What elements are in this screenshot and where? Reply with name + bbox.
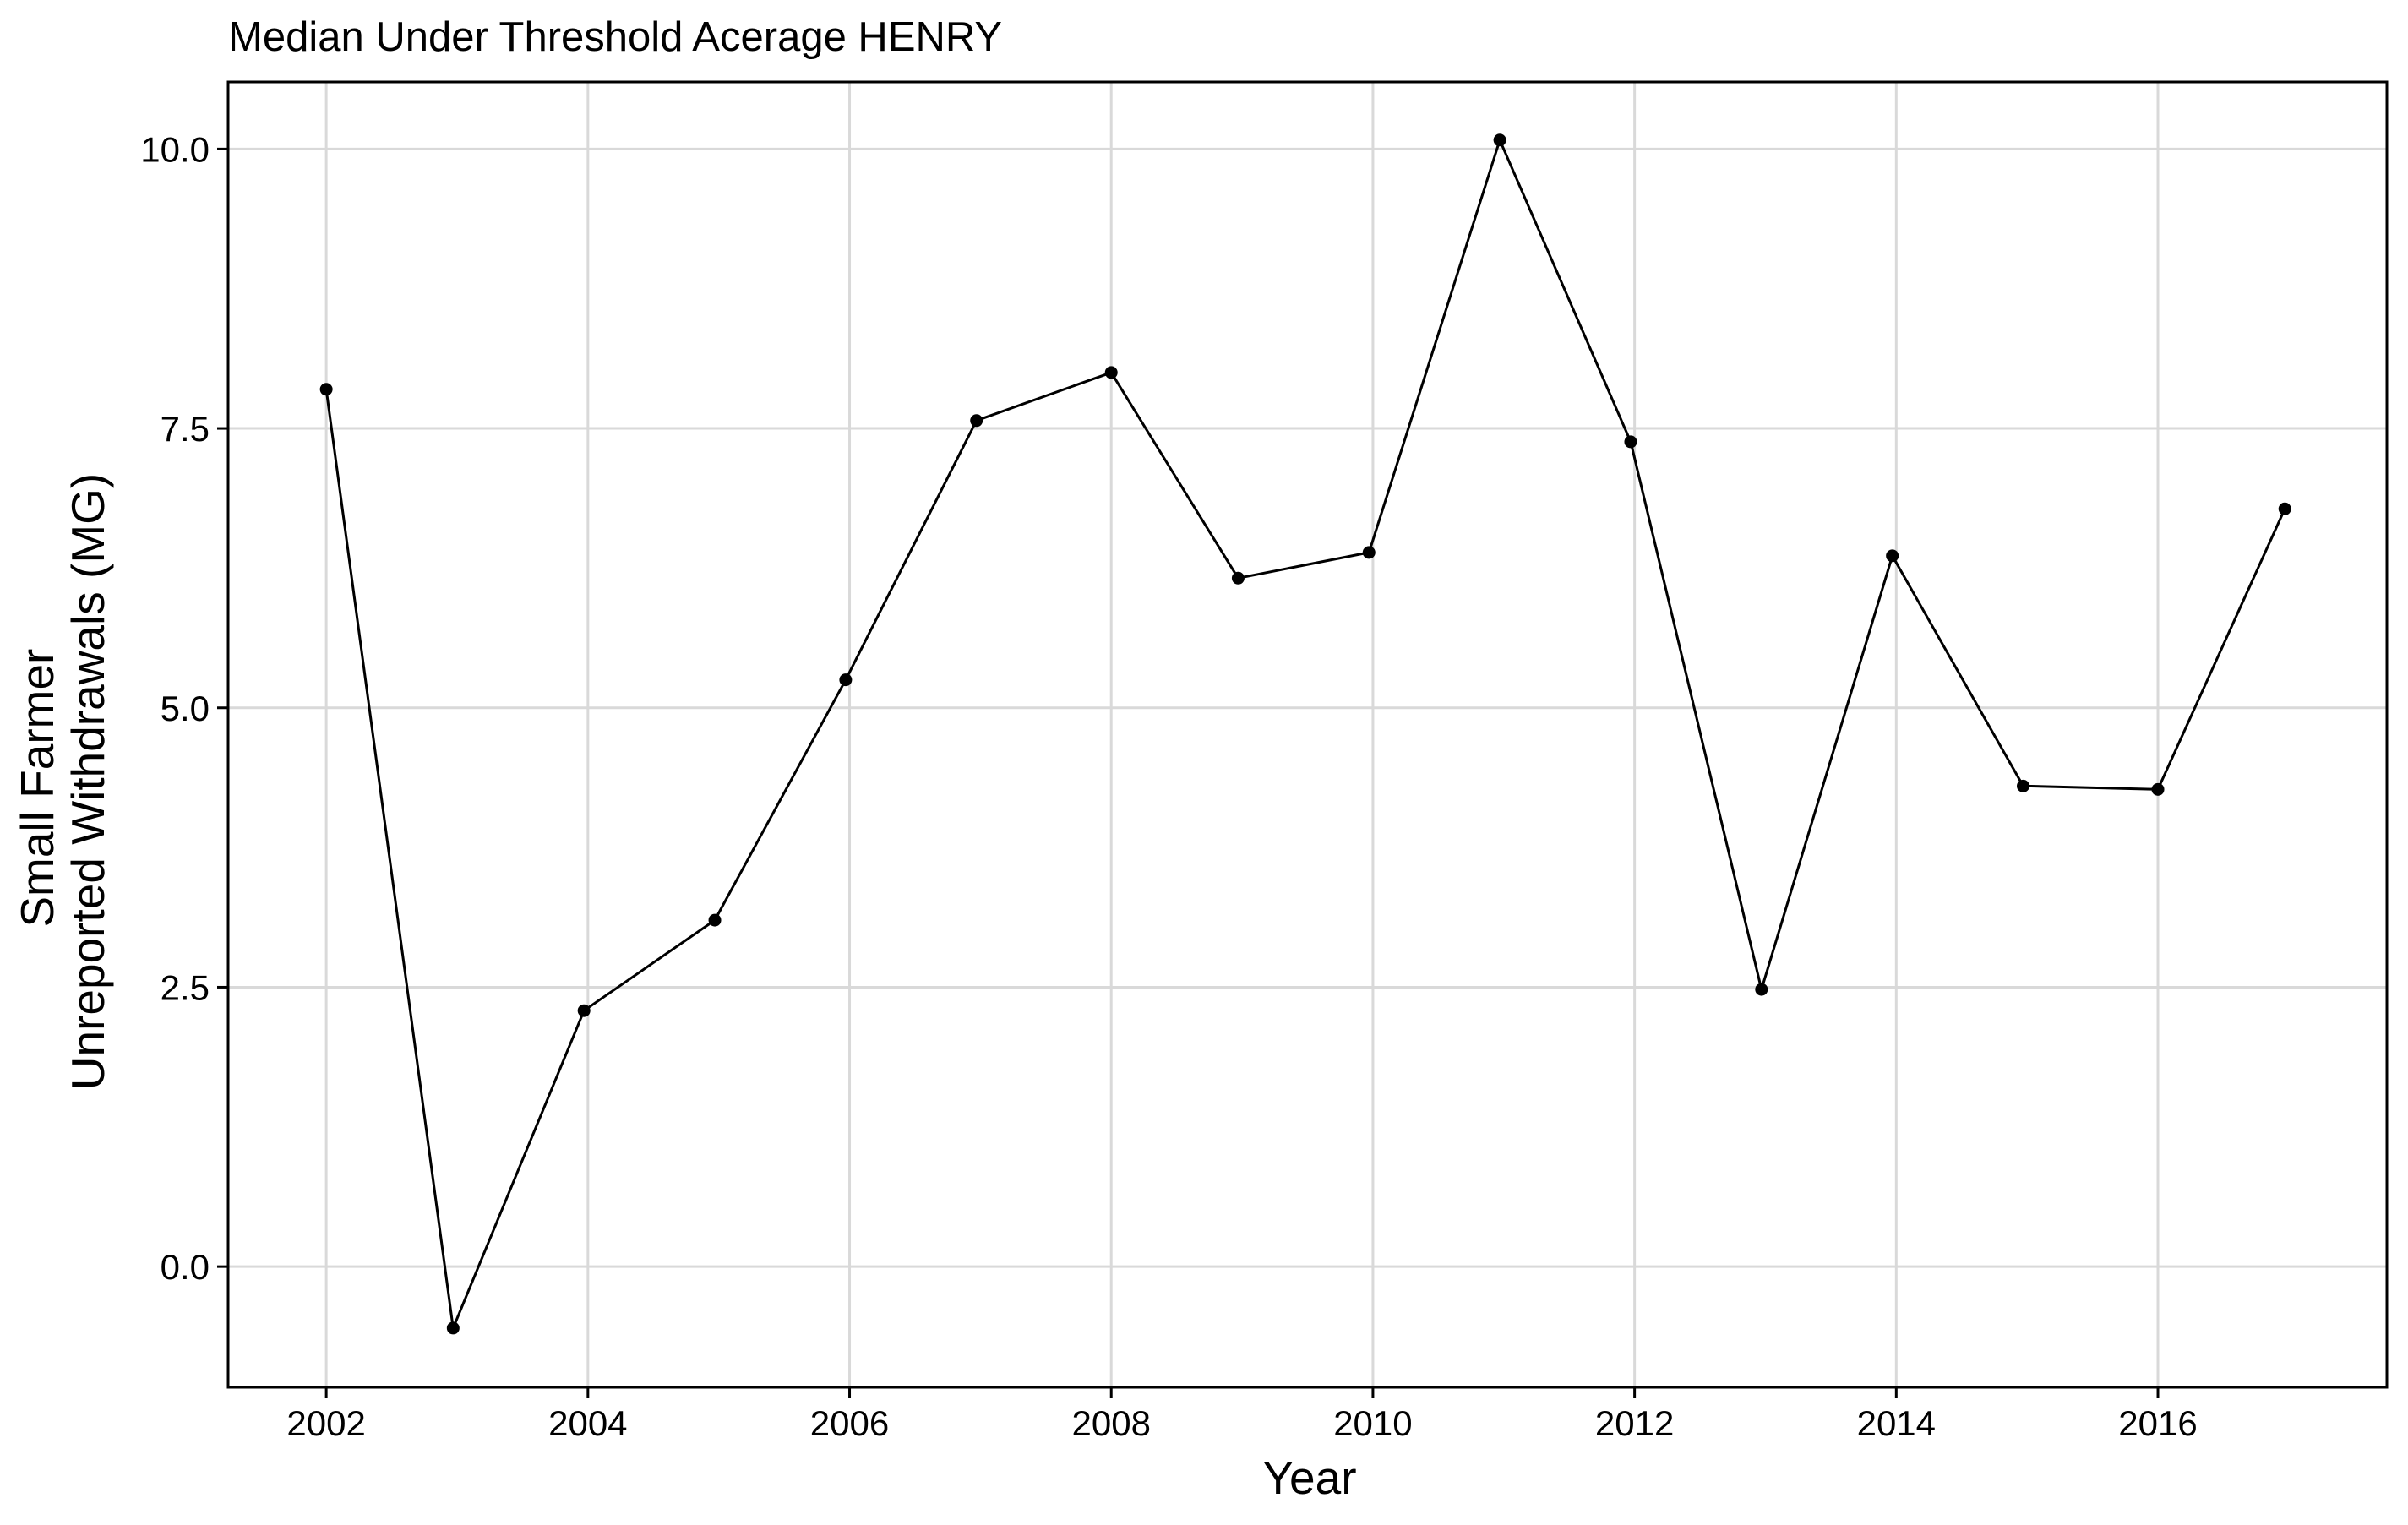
y-axis-title-line-2: Unreported Withdrawals (MG) — [62, 473, 114, 1090]
data-point — [577, 1004, 591, 1017]
x-tick-label: 2008 — [1072, 1403, 1151, 1443]
data-point — [1624, 435, 1637, 449]
data-point — [970, 414, 983, 428]
x-tick-label: 2010 — [1333, 1403, 1412, 1443]
data-point — [446, 1321, 460, 1335]
data-point — [1493, 133, 1506, 147]
series-layer — [319, 133, 2291, 1335]
data-point — [2151, 782, 2165, 796]
y-axis-title-line-1: Small Farmer — [11, 649, 63, 928]
grid-layer — [228, 82, 2387, 1387]
data-point — [1886, 549, 1899, 563]
data-point — [1755, 983, 1768, 996]
chart-title: Median Under Threshold Acerage HENRY — [228, 14, 1002, 60]
plot-panel-border — [226, 80, 2389, 1389]
x-tick-label: 2014 — [1857, 1403, 1936, 1443]
x-tick-label: 2002 — [286, 1403, 365, 1443]
x-axis-title: Year — [1262, 1451, 1356, 1504]
y-axis-title: Small Farmer Unreported Withdrawals (MG) — [11, 473, 114, 1090]
y-tick-label: 2.5 — [161, 967, 210, 1007]
ticks-layer: 2002 2004 2006 2008 2010 2012 2014 2016 0.0 2.5 5.… — [140, 129, 2197, 1443]
data-point — [1362, 546, 1376, 559]
y-tick-label: 10.0 — [140, 129, 210, 169]
data-point — [708, 913, 722, 927]
data-point — [2278, 502, 2291, 515]
x-tick-label: 2004 — [548, 1403, 627, 1443]
data-point — [1104, 366, 1118, 379]
x-tick-label: 2016 — [2118, 1403, 2197, 1443]
x-tick-label: 2006 — [810, 1403, 889, 1443]
series-line — [324, 139, 2286, 1330]
y-tick-label: 7.5 — [161, 409, 210, 449]
y-tick-label: 5.0 — [161, 689, 210, 728]
data-point — [319, 383, 333, 396]
axes-layer — [226, 80, 2389, 1389]
data-point — [2017, 779, 2030, 792]
data-point — [1231, 571, 1245, 585]
data-point — [839, 673, 853, 687]
y-tick-label: 0.0 — [161, 1247, 210, 1287]
x-tick-label: 2012 — [1595, 1403, 1674, 1443]
